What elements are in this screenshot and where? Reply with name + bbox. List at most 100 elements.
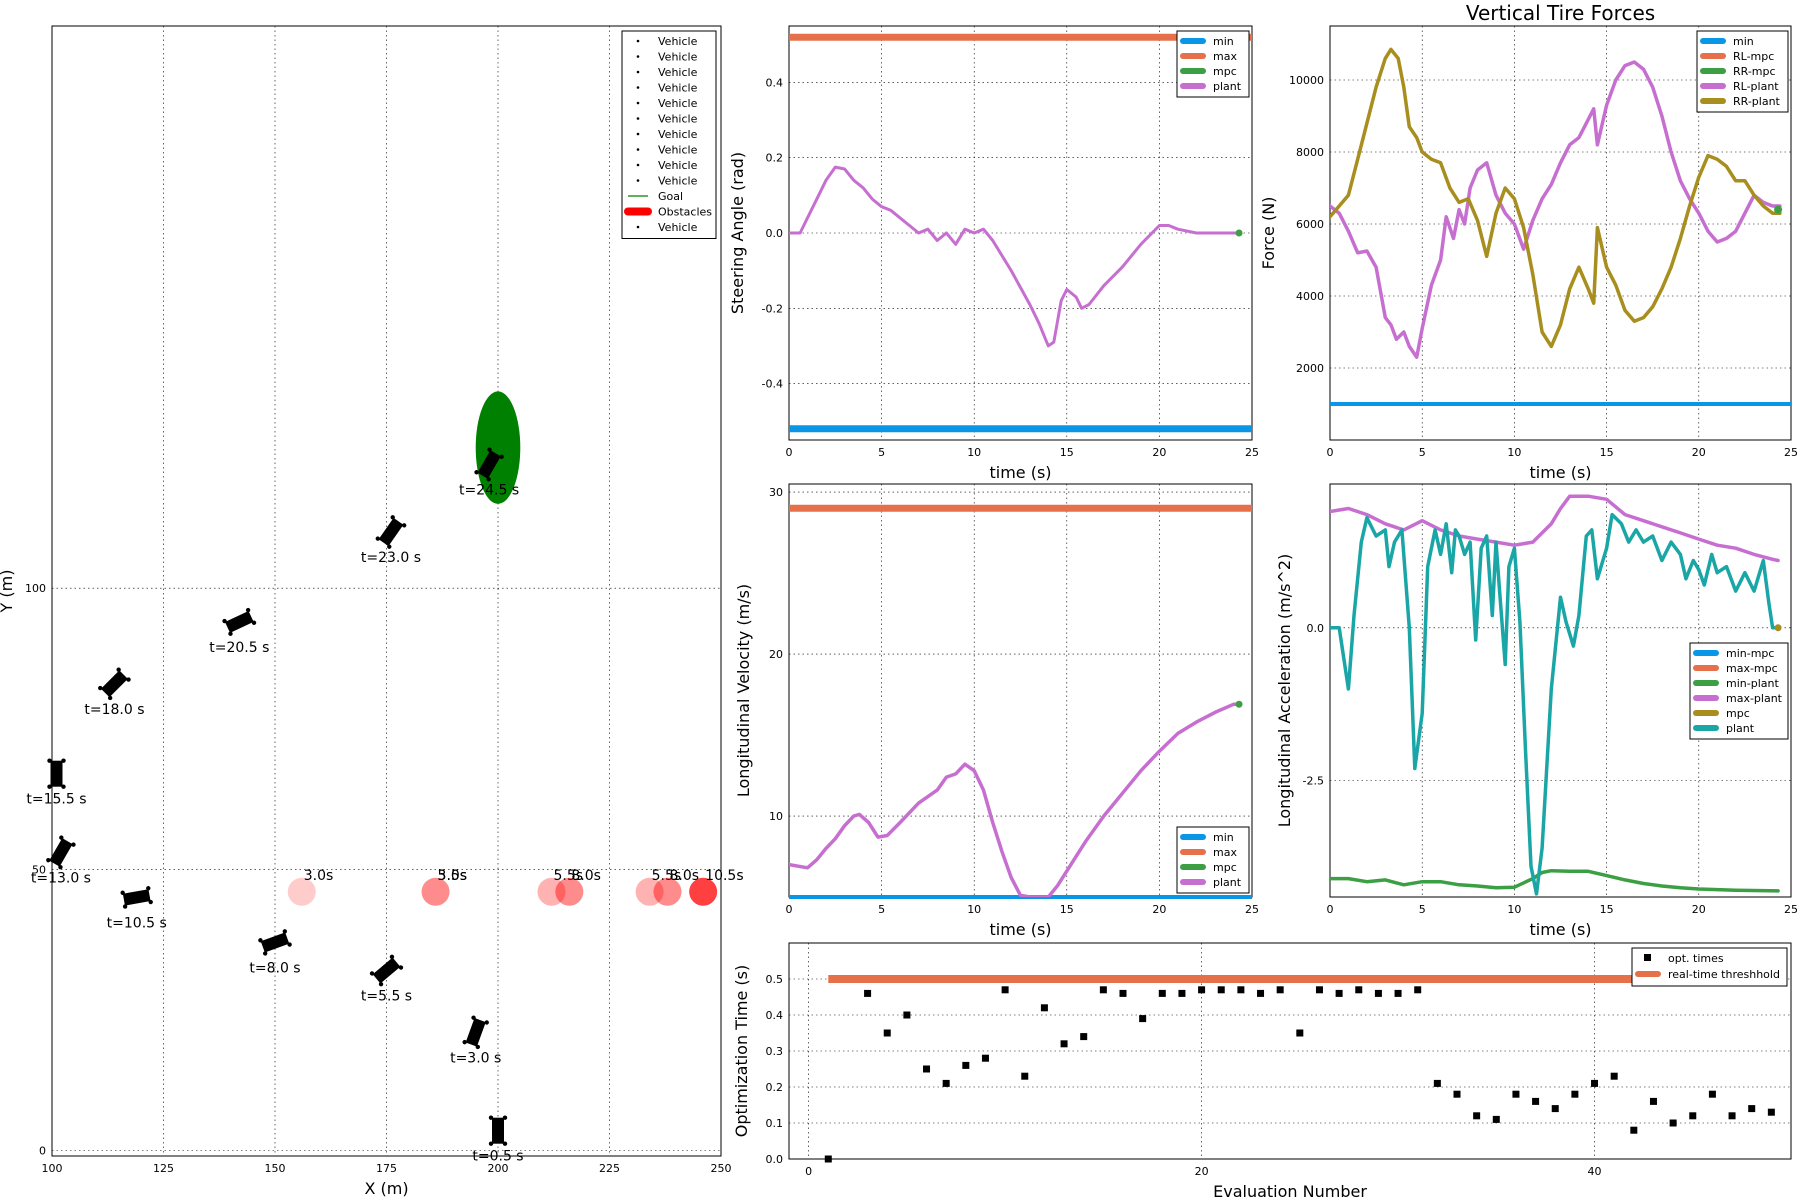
velocity-legend-label: max (1213, 846, 1237, 859)
opt-xtick-label: 20 (1195, 1165, 1209, 1178)
opt-time-point (1649, 1097, 1657, 1105)
vehicle-wheel (369, 971, 375, 976)
opt-time-point (1433, 1079, 1441, 1087)
obstacle-marker (555, 877, 584, 906)
vehicle-wheel (59, 835, 64, 840)
accel-ytick-label: 0.0 (1307, 622, 1325, 635)
vehicle-wheel (502, 1141, 508, 1146)
opt-time-point (1021, 1072, 1029, 1080)
steering-legend-label: min (1213, 35, 1234, 48)
obstacle-marker (421, 877, 450, 906)
opt-time-point (1217, 986, 1225, 994)
vehicle-time-label: t=15.5 s (26, 792, 86, 808)
vehicle-wheel (488, 1141, 494, 1146)
trajectory-legend-label: Vehicle (658, 35, 698, 48)
vehicle-wheel (488, 1115, 494, 1120)
steering-ytick-label: 0.2 (766, 152, 784, 165)
tire-x-axis-label: time (s) (1529, 463, 1591, 482)
vehicle-body (122, 889, 151, 906)
trajectory-legend-marker (636, 86, 640, 89)
opt-time-point (1728, 1112, 1736, 1120)
velocity-legend-label: mpc (1213, 861, 1237, 874)
opt-time-point (923, 1065, 931, 1073)
opt-time-point (1374, 989, 1382, 997)
opt-time-point (1394, 989, 1402, 997)
trajectory-xtick-label: 100 (42, 1162, 63, 1175)
vehicle-wheel (262, 951, 268, 956)
vehicle-wheel (486, 477, 491, 482)
opt-ytick-label: 0.4 (766, 1009, 784, 1022)
vehicle-time-label: t=24.5 s (459, 483, 519, 499)
trajectory-y-axis-label: Y (m) (0, 570, 16, 614)
steering-legend-label: mpc (1213, 65, 1237, 78)
trajectory-legend-marker (636, 39, 640, 43)
vertical-tire-forces-plot: 0 5 10 15 20 25 2000 4000 6000 8000 10000 time (s) F… (1259, 1, 1798, 482)
vehicle-wheel (47, 758, 52, 763)
opt-time-point (1532, 1097, 1540, 1105)
opt-time-point (1767, 1108, 1775, 1116)
obstacle-marker (287, 877, 316, 906)
vehicle-wheel (471, 1015, 476, 1020)
trajectory-legend-label: Goal (658, 190, 683, 203)
vehicle-wheel (378, 982, 384, 987)
opt-time-point (981, 1054, 989, 1062)
vehicle-body (378, 517, 404, 547)
trajectory-legend-label: Vehicle (658, 128, 698, 141)
vehicle-body (260, 932, 290, 953)
tire-rl-plant-line (1330, 60, 1782, 359)
vehicle-wheel (61, 784, 66, 789)
vehicle-wheel (401, 523, 407, 528)
vehicle-wheel (58, 864, 63, 870)
accel-legend-label: max-mpc (1726, 662, 1778, 675)
steering-xtick-label: 15 (1060, 446, 1074, 459)
vehicle-wheel (71, 842, 76, 847)
trajectory-legend-marker (636, 117, 640, 120)
velocity-xtick-label: 10 (967, 903, 981, 916)
vehicle-wheel (287, 942, 292, 947)
steering-ytick-label: 0.4 (766, 76, 784, 89)
opt-time-point (1630, 1126, 1638, 1134)
accel-xtick-label: 20 (1692, 903, 1706, 916)
velocity-legend-label: plant (1213, 876, 1242, 889)
opt-time-point (1610, 1072, 1618, 1080)
vehicle-wheel (116, 667, 121, 672)
tire-y-axis-label: Force (N) (1259, 197, 1278, 270)
accel-frame (1329, 483, 1792, 898)
opt-time-point (942, 1079, 950, 1087)
accel-ytick-label: -2.5 (1303, 775, 1324, 788)
vehicle-wheel (389, 954, 395, 959)
tire-rr-plant-line (1330, 47, 1782, 349)
steering-x-axis-label: time (s) (989, 463, 1051, 482)
velocity-plant-line (789, 702, 1241, 897)
vehicle-wheel (47, 784, 52, 789)
vehicle-body (492, 1117, 504, 1144)
tire-xtick-label: 10 (1507, 446, 1521, 459)
steering-plant-line (789, 165, 1241, 348)
steering-xtick-label: 20 (1152, 446, 1166, 459)
vehicle-marker (474, 447, 504, 482)
vehicle-wheel (387, 544, 392, 549)
tire-title: Vertical Tire Forces (1466, 1, 1655, 25)
velocity-xtick-label: 5 (878, 903, 885, 916)
vehicle-marker (222, 607, 257, 636)
tire-rr-mpc-line (1774, 205, 1783, 214)
obstacle-marker (653, 877, 682, 906)
opt-time-point (1276, 986, 1284, 994)
vehicle-time-label: t=3.0 s (450, 1050, 501, 1066)
trajectory-legend-label: Vehicle (658, 66, 698, 79)
accel-legend-label: max-plant (1726, 692, 1783, 705)
vehicle-wheel (398, 965, 404, 970)
opt-time-point (1119, 989, 1127, 997)
opt-time-point (1315, 986, 1323, 994)
opt-legend-marker (1644, 954, 1651, 961)
opt-time-point (1099, 986, 1107, 994)
trajectory-xtick-label: 250 (711, 1162, 732, 1175)
opt-legend-box (1631, 947, 1788, 987)
steering-legend-label: plant (1213, 80, 1242, 93)
vehicle-wheel (46, 857, 51, 863)
tire-xtick-label: 25 (1784, 446, 1798, 459)
opt-time-point (1296, 1029, 1304, 1037)
opt-time-point (1748, 1105, 1756, 1113)
velocity-mpc-line (1235, 700, 1243, 708)
obstacle-time-label: 5.5s (652, 868, 682, 884)
